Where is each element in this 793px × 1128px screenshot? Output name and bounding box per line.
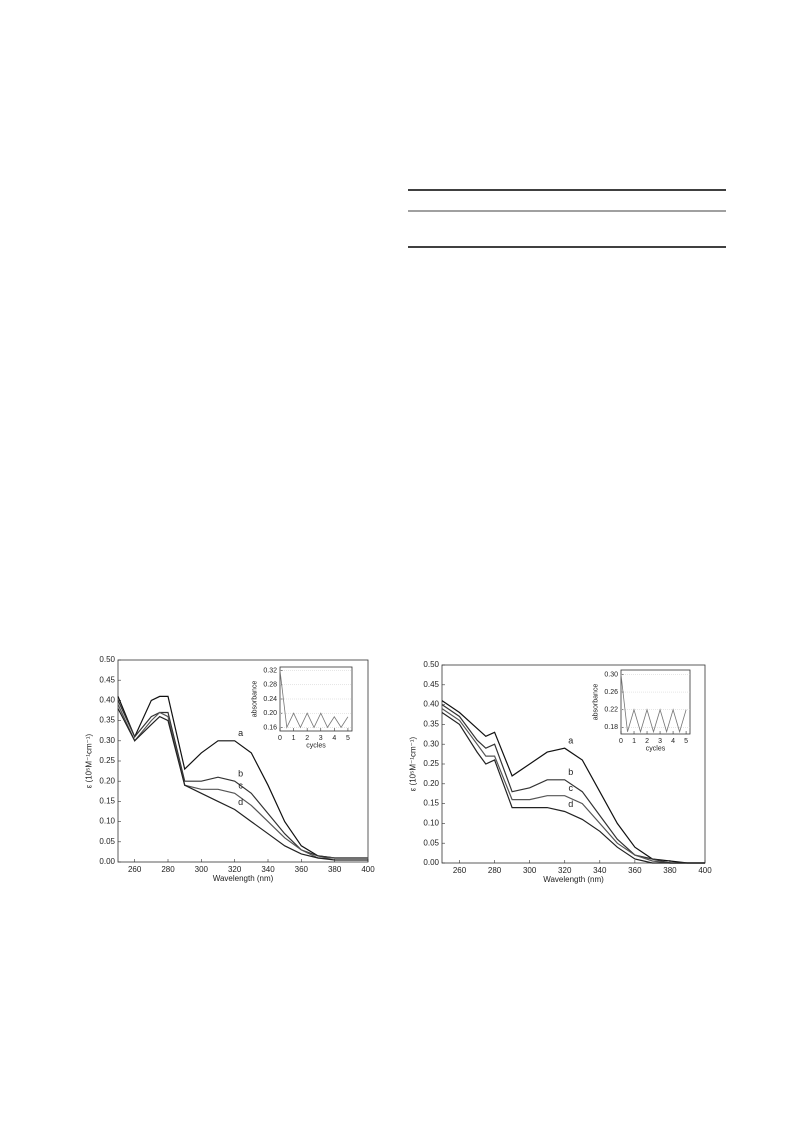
x-tick-label: 360: [295, 865, 309, 874]
y-tick-label: 0.26: [604, 689, 618, 696]
x-tick-label: 280: [161, 865, 175, 874]
curve-label: b: [238, 769, 243, 779]
y-tick-label: 0.10: [99, 817, 115, 826]
x-tick-label: 5: [684, 738, 688, 745]
y-tick-label: 0.45: [99, 675, 115, 684]
y-tick-label: 0.30: [604, 671, 618, 678]
y-tick-label: 0.25: [423, 759, 439, 768]
data-line: [117, 700, 368, 859]
y-tick-label: 0.22: [604, 707, 618, 714]
x-tick-label: 2: [305, 735, 309, 742]
y-tick-label: 0.50: [99, 655, 115, 664]
x-tick-label: 2: [645, 738, 649, 745]
data-line: [117, 704, 368, 859]
y-tick-label: 0.05: [423, 838, 439, 847]
x-tick-label: 3: [658, 738, 662, 745]
data-line: [279, 670, 349, 729]
plot-frame: [620, 669, 691, 735]
y-axis-label: absorbance: [593, 684, 600, 721]
x-tick-label: 260: [128, 865, 142, 874]
x-tick-label: 400: [361, 865, 375, 874]
x-tick-label: 360: [628, 866, 642, 875]
x-tick-label: 300: [195, 865, 209, 874]
x-tick-label: 0: [278, 735, 282, 742]
x-tick-label: 0: [619, 738, 623, 745]
x-axis-label: cycles: [646, 746, 666, 753]
y-tick-label: 0.00: [99, 857, 115, 866]
x-tick-label: 320: [558, 866, 572, 875]
x-axis-label: Wavelength (nm): [543, 875, 604, 884]
y-tick-label: 0.35: [423, 720, 439, 729]
y-tick-label: 0.28: [263, 682, 277, 689]
x-tick-label: 4: [671, 738, 675, 745]
y-tick-label: 0.30: [99, 736, 115, 745]
y-tick-label: 0.18: [604, 724, 618, 731]
x-tick-label: 400: [698, 866, 712, 875]
x-tick-label: 1: [632, 738, 636, 745]
data-line: [441, 704, 705, 864]
y-tick-label: 0.20: [263, 710, 277, 717]
x-tick-label: 340: [593, 866, 607, 875]
y-tick-label: 0.35: [99, 716, 115, 725]
data-line: [117, 708, 368, 861]
y-tick-label: 0.10: [423, 819, 439, 828]
data-line: [441, 708, 705, 864]
data-line: [620, 674, 687, 734]
data-line: [441, 712, 705, 864]
y-axis-label: ε (10⁵M⁻¹cm⁻¹): [84, 733, 93, 788]
curve-label: d: [568, 799, 573, 809]
x-tick-label: 5: [346, 735, 350, 742]
x-tick-label: 380: [663, 866, 677, 875]
y-tick-label: 0.24: [263, 696, 277, 703]
y-tick-label: 0.30: [423, 739, 439, 748]
x-tick-label: 320: [228, 865, 242, 874]
x-tick-label: 1: [292, 735, 296, 742]
y-tick-label: 0.16: [263, 724, 277, 731]
curve-label: c: [238, 781, 243, 791]
curve-label: b: [568, 767, 573, 777]
y-tick-label: 0.05: [99, 837, 115, 846]
curve-label: c: [568, 783, 573, 793]
x-tick-label: 3: [319, 735, 323, 742]
x-tick-label: 300: [523, 866, 537, 875]
y-tick-label: 0.15: [423, 799, 439, 808]
x-tick-label: 280: [488, 866, 502, 875]
y-axis-label: ε (10⁵M⁻¹cm⁻¹): [408, 736, 417, 791]
y-tick-label: 0.40: [423, 700, 439, 709]
y-tick-label: 0.40: [99, 696, 115, 705]
curve-label: d: [238, 797, 243, 807]
y-tick-label: 0.45: [423, 680, 439, 689]
y-tick-label: 0.32: [263, 667, 277, 674]
x-tick-label: 4: [332, 735, 336, 742]
curve-label: a: [238, 728, 243, 738]
x-axis-label: cycles: [306, 743, 326, 750]
x-tick-label: 260: [453, 866, 467, 875]
y-tick-label: 0.50: [423, 660, 439, 669]
y-axis-label: absorbance: [252, 681, 259, 718]
y-tick-label: 0.00: [423, 858, 439, 867]
y-tick-label: 0.15: [99, 797, 115, 806]
x-axis-label: Wavelength (nm): [213, 874, 274, 883]
x-tick-label: 380: [328, 865, 342, 874]
x-tick-label: 340: [261, 865, 275, 874]
curve-label: a: [568, 736, 573, 746]
y-tick-label: 0.20: [99, 776, 115, 785]
y-tick-label: 0.20: [423, 779, 439, 788]
data-line: [441, 700, 705, 864]
y-tick-label: 0.25: [99, 756, 115, 765]
